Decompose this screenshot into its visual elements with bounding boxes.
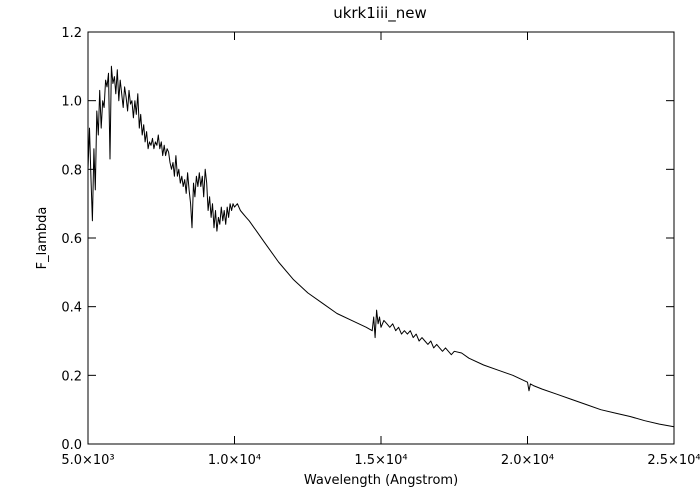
y-tick-label: 0.6 (61, 232, 82, 247)
y-tick-label: 1.0 (61, 95, 82, 110)
y-tick-label: 0.2 (61, 369, 82, 384)
x-tick-label: 2.0×10⁴ (501, 453, 554, 468)
chart-title: ukrk1iii_new (333, 4, 427, 23)
y-tick-label: 0.4 (61, 301, 82, 316)
series-group (87, 65, 675, 428)
y-axis-title: F_lambda (35, 207, 50, 270)
x-axis: 5.0×10³ 1.0×10⁴ 1.5×10⁴ 2.0×10⁴ 2.5×10⁴ (61, 32, 700, 468)
plot-frame (87, 31, 675, 445)
y-axis: 0.0 0.2 0.4 0.6 0.8 1.0 1.2 (61, 26, 674, 453)
x-tick-label: 1.0×10⁴ (208, 453, 261, 468)
x-tick-label: 1.5×10⁴ (354, 453, 407, 468)
y-tick-label: 1.2 (61, 26, 82, 41)
y-tick-label: 0.8 (61, 163, 82, 178)
spectrum-line (87, 65, 675, 428)
x-axis-title: Wavelength (Angstrom) (304, 473, 458, 488)
y-tick-label: 0.0 (61, 438, 82, 453)
x-tick-label: 5.0×10³ (61, 453, 114, 468)
x-tick-label: 2.5×10⁴ (647, 453, 700, 468)
